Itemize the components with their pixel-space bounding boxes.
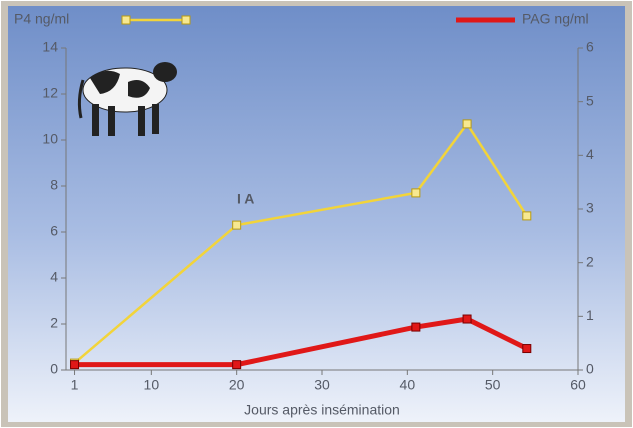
point-marker [462,314,472,324]
y2-tick-label: 1 [586,307,594,323]
point-marker [522,211,532,221]
panel [8,6,625,422]
y2-tick-label: 3 [586,200,594,216]
point-marker [70,360,80,370]
y-tick-label: 4 [50,269,58,285]
x-tick-label: 50 [485,377,501,393]
legend-marker [181,15,191,25]
y2-tick-label: 4 [586,146,594,162]
y-tick-label: 0 [50,361,58,377]
x-tick-label: 40 [400,377,416,393]
point-marker [411,322,421,332]
x-tick-label: 20 [229,377,245,393]
x-axis-label: Jours après insémination [244,402,400,418]
y2-tick-label: 6 [586,39,594,55]
x-tick-label: 10 [144,377,160,393]
y-tick-label: 8 [50,177,58,193]
point-marker [232,360,242,370]
point-marker [232,220,242,230]
y-tick-label: 12 [42,85,58,101]
cow-icon [77,62,177,136]
legend-label: PAG ng/ml [522,11,589,27]
x-tick-label: 30 [314,377,330,393]
annotation: I A [237,191,254,207]
x-tick-label: 60 [570,377,586,393]
y2-tick-label: 0 [586,361,594,377]
y-tick-label: 6 [50,223,58,239]
y-tick-label: 2 [50,315,58,331]
y-tick-label: 10 [42,131,58,147]
y2-tick-label: 5 [586,92,594,108]
point-marker [462,119,472,129]
point-marker [522,344,532,354]
point-marker [411,188,421,198]
y-tick-label: 14 [42,39,58,55]
legend-label: P4 ng/ml [14,11,69,27]
y2-tick-label: 2 [586,253,594,269]
x-tick-label: 1 [71,377,79,393]
legend-marker [121,15,131,25]
